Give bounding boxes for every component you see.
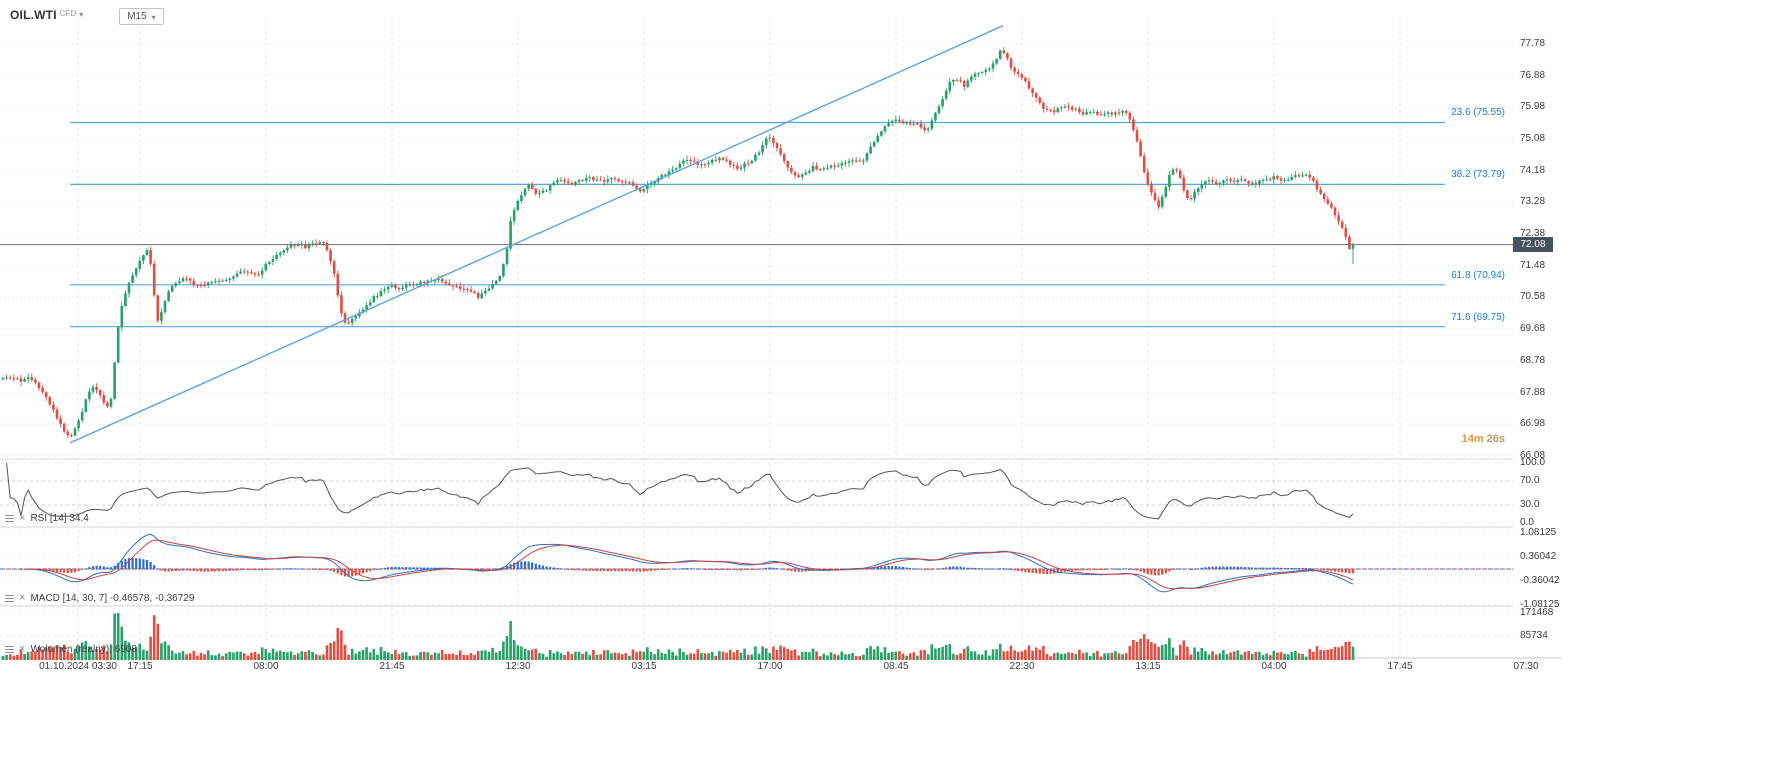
indicator-settings-icon[interactable] [5, 646, 14, 653]
timeframe-label: M15 [127, 11, 147, 22]
symbol-selector[interactable]: OIL.WTI CFD ▾ [10, 8, 83, 22]
macd-indicator-header: × MACD [14, 30, 7] -0.46578, -0.36729 [5, 593, 194, 604]
chevron-down-icon: ▾ [79, 10, 84, 19]
indicator-close-icon[interactable]: × [19, 643, 26, 655]
volume-panel [0, 612, 1513, 660]
chevron-down-icon: ▾ [151, 13, 156, 22]
trendline[interactable] [69, 25, 1004, 444]
volume-indicator-label: Wolumen (realny), 6908 [30, 644, 137, 655]
macd-indicator-label: MACD [14, 30, 7] -0.46578, -0.36729 [30, 593, 195, 604]
timeframe-selector[interactable]: M15 ▾ [119, 8, 164, 25]
candlestick-series [1, 47, 1355, 439]
instrument-type-label: CFD [59, 9, 77, 18]
candle-countdown-timer: 14m 26s [1385, 433, 1505, 445]
timer-minutes: 14m [1461, 433, 1484, 445]
symbol-name: OIL.WTI [10, 8, 57, 22]
fib-retracement-lines[interactable] [70, 121, 1445, 328]
rsi-panel [0, 462, 1513, 524]
rsi-indicator-header: × RSI [14] 34.4 [5, 513, 89, 524]
indicator-close-icon[interactable]: × [19, 592, 26, 604]
current-price-badge: 72.08 [1513, 237, 1553, 252]
current-price-value: 72.08 [1520, 239, 1546, 250]
rsi-indicator-label: RSI [14] 34.4 [30, 513, 89, 524]
indicator-settings-icon[interactable] [5, 515, 14, 522]
indicator-close-icon[interactable]: × [19, 512, 26, 524]
macd-panel [0, 532, 1513, 606]
indicator-settings-icon[interactable] [5, 595, 14, 602]
chart-header: OIL.WTI CFD ▾ M15 ▾ [10, 8, 164, 25]
timer-seconds: 26s [1486, 433, 1505, 445]
volume-indicator-header: × Wolumen (realny), 6908 [5, 644, 137, 655]
